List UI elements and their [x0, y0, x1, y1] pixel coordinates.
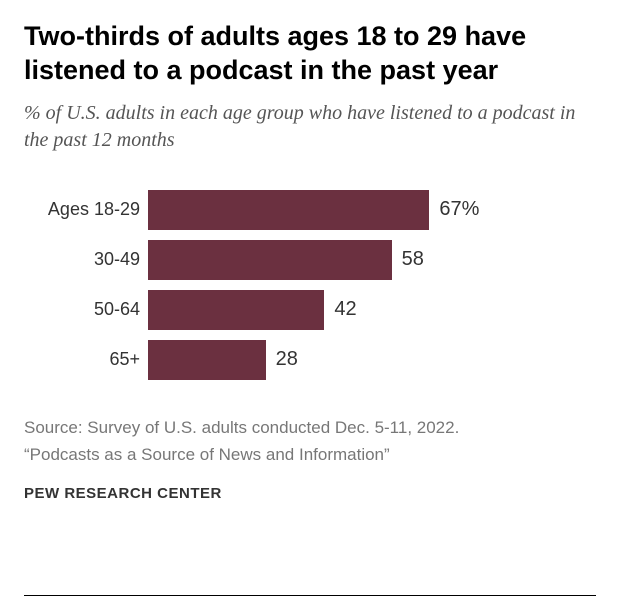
bar: [148, 190, 429, 230]
bar-track: 42: [148, 290, 568, 330]
bar-track: 67%: [148, 190, 568, 230]
bar: [148, 290, 324, 330]
bar: [148, 340, 266, 380]
bottom-rule: [24, 595, 596, 596]
source-line-2: “Podcasts as a Source of News and Inform…: [24, 443, 596, 467]
bar-value: 42: [334, 298, 356, 321]
bar-row: 50-64 42: [24, 290, 596, 330]
chart-title: Two-thirds of adults ages 18 to 29 have …: [24, 20, 596, 88]
bar-value: 28: [276, 348, 298, 371]
bar-value: 58: [402, 248, 424, 271]
bar-label: 50-64: [24, 299, 148, 320]
bar: [148, 240, 392, 280]
bar-value: 67%: [439, 198, 479, 221]
bar-row: 30-49 58: [24, 240, 596, 280]
bar-label: 30-49: [24, 249, 148, 270]
bar-label: Ages 18-29: [24, 199, 148, 220]
bar-row: 65+ 28: [24, 340, 596, 380]
bar-row: Ages 18-29 67%: [24, 190, 596, 230]
bar-track: 58: [148, 240, 568, 280]
attribution: PEW RESEARCH CENTER: [24, 485, 596, 502]
bar-label: 65+: [24, 349, 148, 370]
source-line-1: Source: Survey of U.S. adults conducted …: [24, 416, 596, 440]
chart-subtitle: % of U.S. adults in each age group who h…: [24, 100, 596, 154]
bar-chart: Ages 18-29 67% 30-49 58 50-64 42 65+ 28: [24, 190, 596, 380]
bar-track: 28: [148, 340, 568, 380]
